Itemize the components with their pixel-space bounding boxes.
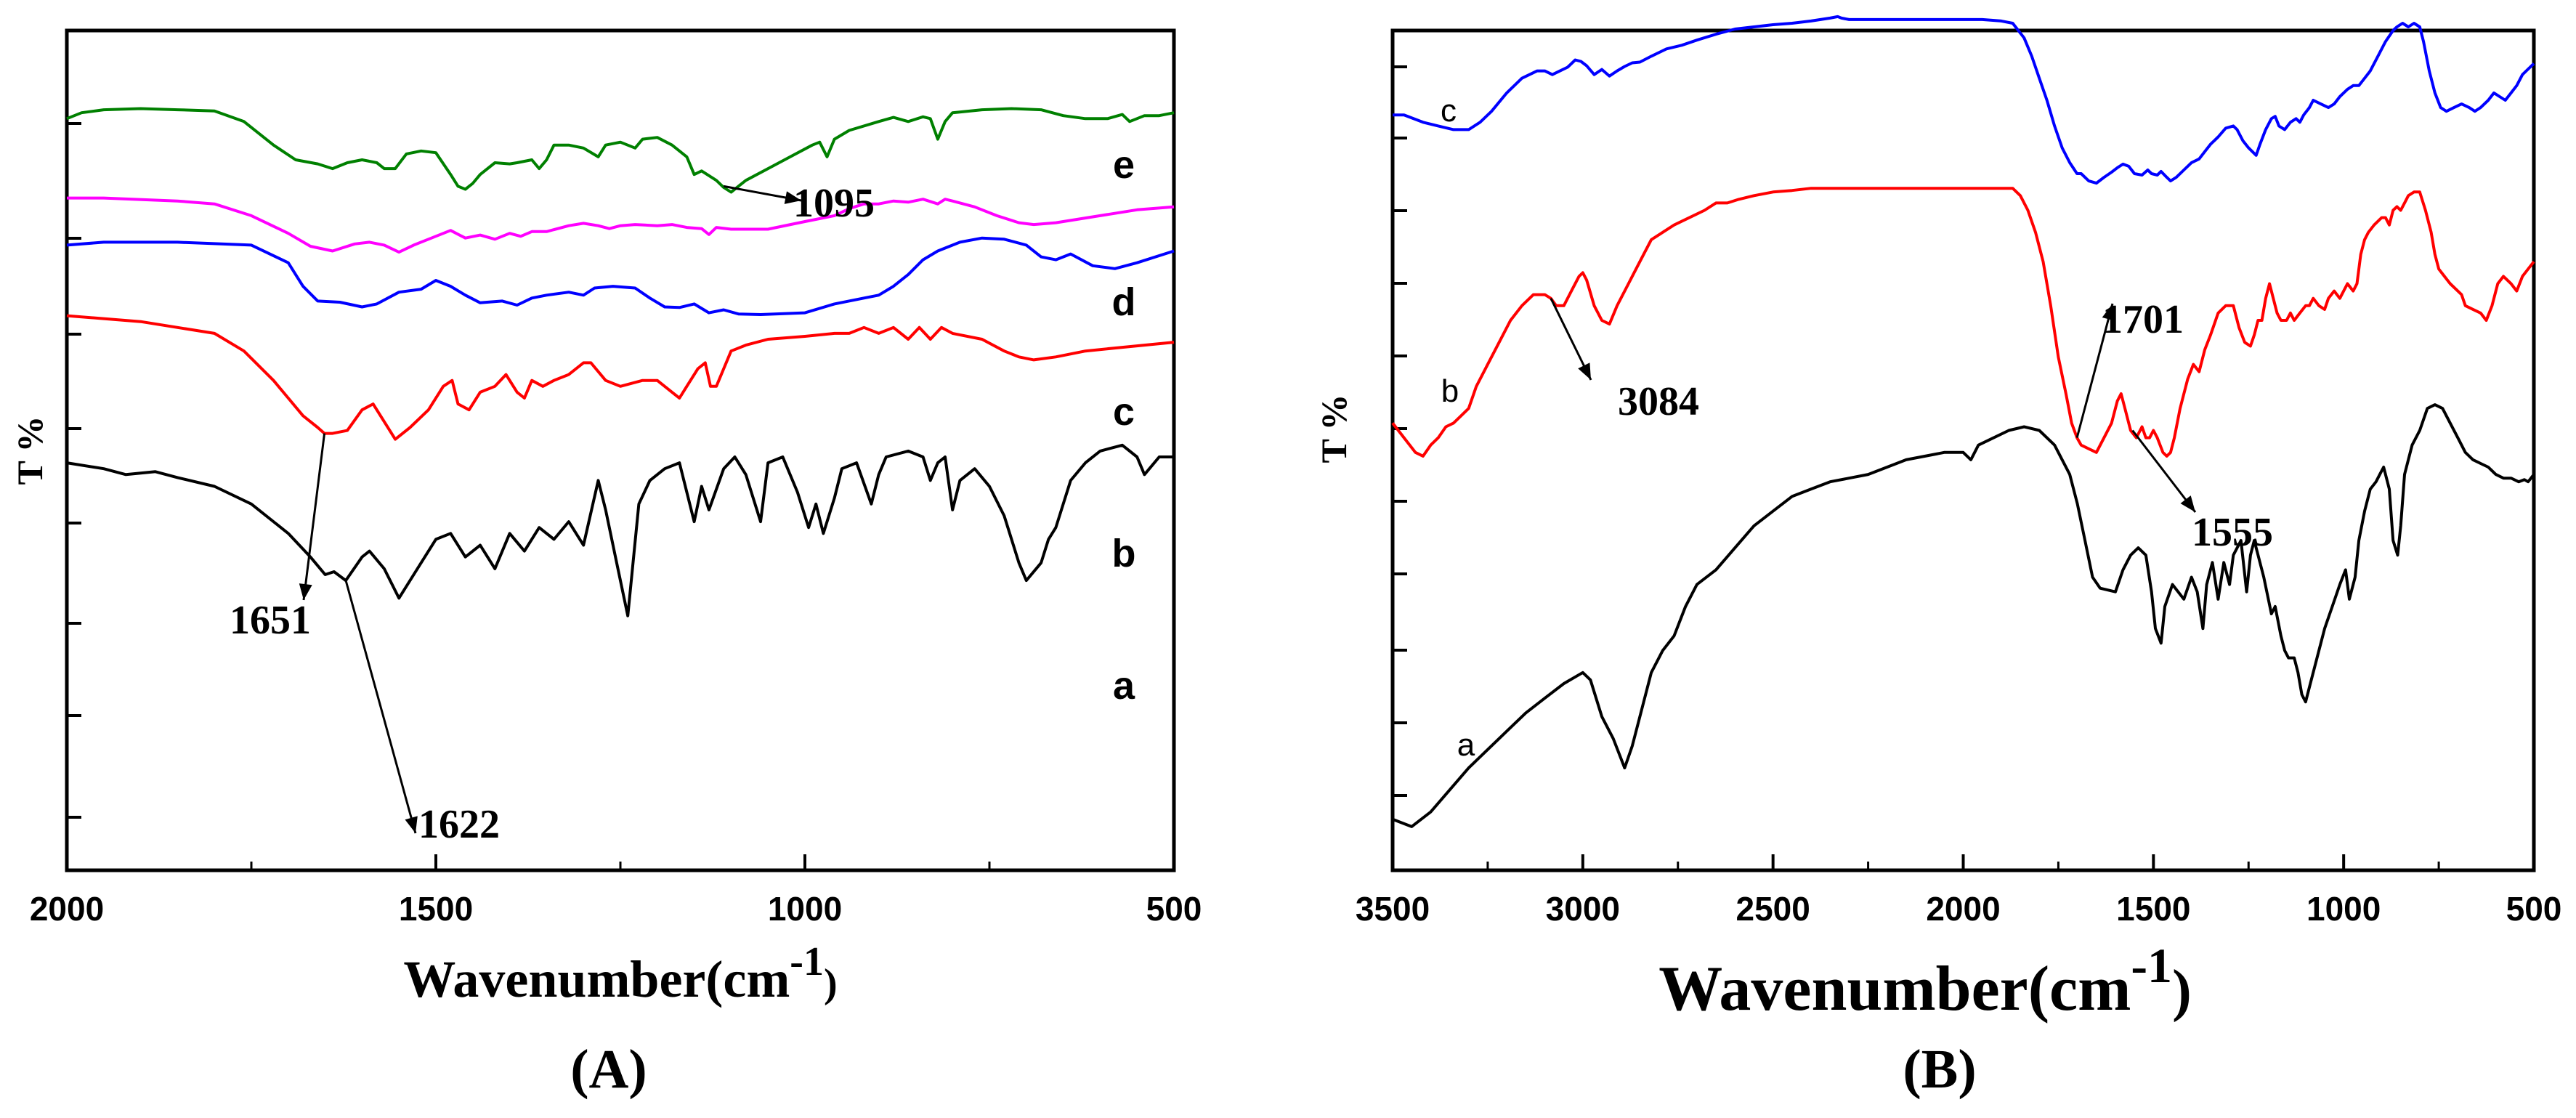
panel-a-annotation-arrowhead [405, 816, 418, 833]
panel-b-curves: a b c [1391, 15, 2535, 828]
panel-b-curve-label-a: a [1457, 727, 1475, 763]
panel-b: 3500 3000 2500 2000 1500 1000 500 a b c 3084 1701… [1313, 15, 2562, 1100]
panel-b-xtick-label: 3000 [1546, 890, 1620, 928]
panel-a-xtick-label: 1500 [399, 890, 473, 928]
panel-b-xtick-label: 2000 [1926, 890, 2000, 928]
panel-a-annotation-arrow [302, 433, 326, 601]
panel-b-xtick-label: 1000 [2306, 890, 2381, 928]
panel-a-ticks: 2000 1500 1000 500 [30, 122, 1202, 928]
panel-a-annotation-arrowhead [784, 191, 801, 204]
panel-b-annotation-label: 1701 [2102, 297, 2184, 342]
panel-b-label: (B) [1903, 1039, 1976, 1100]
panel-a-label: (A) [570, 1039, 647, 1100]
panel-a-series-a [66, 443, 1174, 617]
panel-a-annotation-label: 1651 [230, 598, 311, 643]
panel-a-ylabel: T % [9, 416, 50, 485]
panel-b-annotation-arrowhead [2102, 304, 2115, 321]
panel-a-curve-label-b: b [1112, 532, 1136, 575]
panel-b-xtick-label: 2500 [1735, 890, 1810, 928]
panel-b-xtick-label: 1500 [2116, 890, 2190, 928]
panel-a-xtick-label: 2000 [30, 890, 104, 928]
panel-a-series-e [66, 107, 1175, 194]
panel-b-series-c [1393, 15, 2535, 185]
panel-b-ylabel: T % [1313, 394, 1354, 463]
panel-b-annotation-arrowhead [2180, 495, 2195, 512]
panel-a-series-c [66, 236, 1175, 316]
panel-b-curve-label-b: b [1441, 373, 1459, 409]
panel-b-annotation-label: 3084 [1618, 379, 1699, 424]
panel-b-annotation-arrow [2131, 429, 2197, 513]
panel-a-annotation-label: 1095 [793, 181, 875, 226]
panel-a-annotation-arrowhead [299, 583, 312, 600]
panel-b-curve-label-c: c [1441, 93, 1457, 129]
panel-b-series-a [1392, 403, 2535, 828]
panel-a-frame [65, 28, 1176, 872]
panel-b-annotation-arrowhead [1578, 362, 1591, 380]
panel-a-curve-label-d: d [1112, 280, 1136, 324]
panel-b-xlabel: Wavenumber(cm-1) [1658, 938, 2191, 1024]
panel-a-annotations: 1622 1651 1095 [230, 181, 875, 847]
panel-b-frame [1390, 28, 2536, 872]
panel-b-annotation-arrow [2075, 303, 2114, 438]
panel-a-series-d [67, 196, 1175, 254]
panel-b-annotation-label: 1555 [2192, 510, 2273, 555]
panel-a-curve-label-c: c [1113, 390, 1135, 434]
panel-a-series-b [66, 314, 1175, 441]
panel-a-xtick-label: 500 [1146, 890, 1202, 928]
panel-b-ticks: 3500 3000 2500 2000 1500 1000 500 [1356, 65, 2562, 928]
panel-b-xtick-label: 3500 [1356, 890, 1430, 928]
panel-a-xtick-label: 1000 [768, 890, 842, 928]
panel-a-curve-label-e: e [1113, 143, 1135, 187]
panel-a-annotation-label: 1622 [418, 802, 500, 847]
panel-b-annotations: 3084 1701 1555 [1550, 297, 2273, 555]
panel-a: 2000 1500 1000 500 a b c d e 1622 1651 1095 Waven… [9, 28, 1202, 1100]
panel-a-curves: a b c d e [66, 107, 1175, 708]
panel-a-curve-label-a: a [1113, 664, 1135, 708]
panel-a-annotation-arrow [344, 580, 417, 834]
panel-a-xlabel: Wavenumber(cm-1) [403, 939, 837, 1008]
panel-b-xtick-label: 500 [2506, 890, 2562, 928]
panel-b-series-b [1391, 187, 2535, 458]
